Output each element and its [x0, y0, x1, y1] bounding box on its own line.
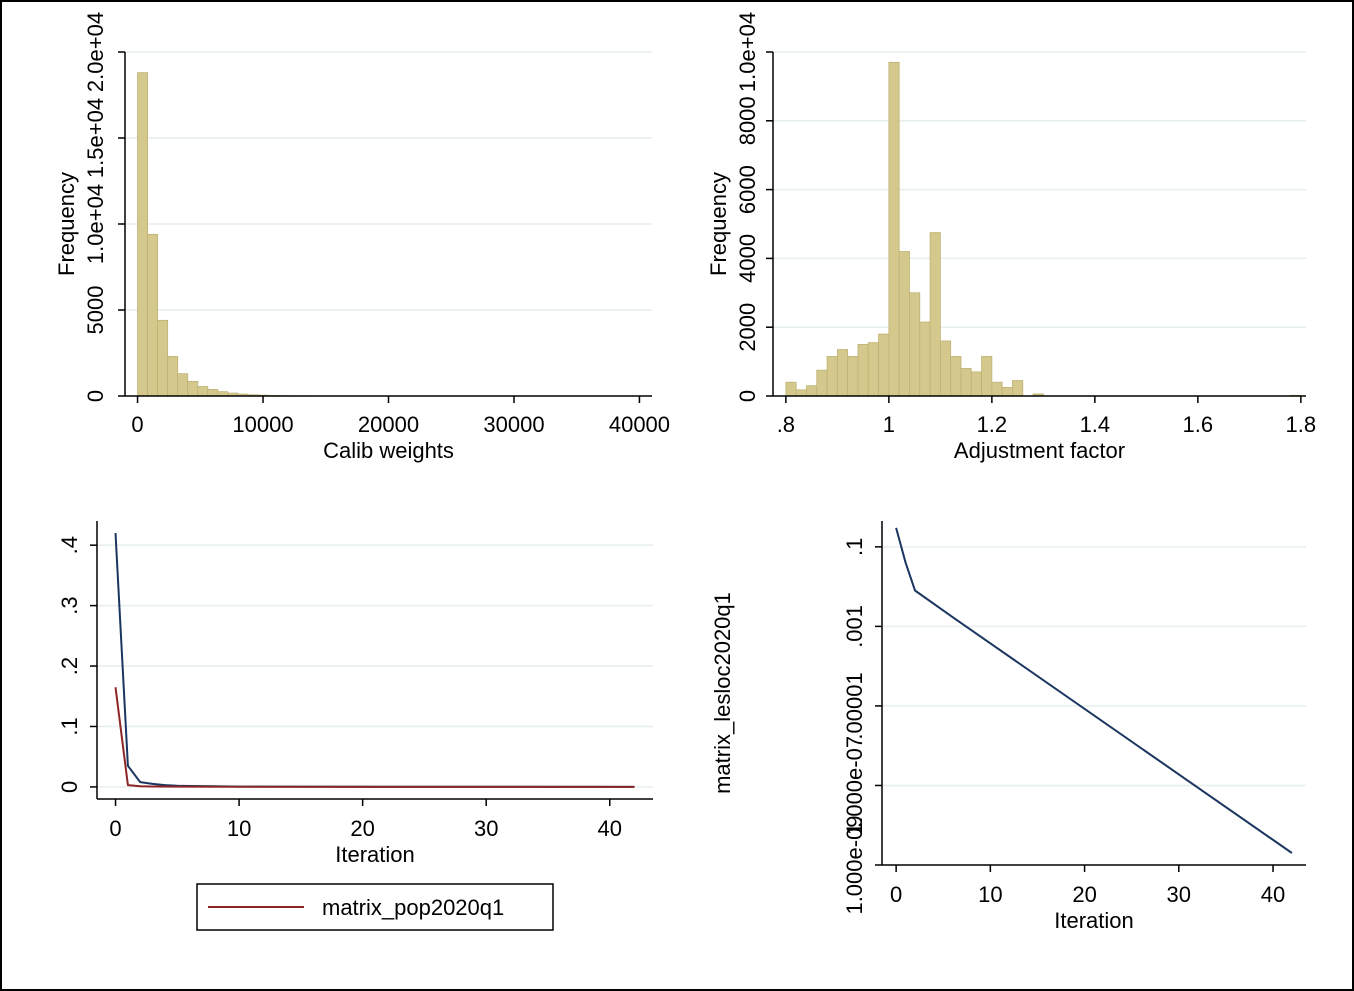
histogram-bar: [898, 251, 910, 397]
x-tick-label: 40000: [609, 412, 670, 437]
x-axis-title: Adjustment factor: [954, 438, 1125, 463]
histogram-bar: [816, 369, 828, 397]
histogram-bar: [137, 72, 148, 397]
histogram-bar: [939, 340, 952, 397]
y-tick-label: 0: [57, 781, 82, 793]
histogram-bar: [960, 368, 972, 397]
y-tick-label: 6000: [735, 165, 760, 214]
x-axis-title: Iteration: [1054, 908, 1134, 933]
histogram-bar: [795, 389, 807, 397]
x-tick-label: 0: [890, 882, 902, 907]
histogram-bar: [187, 380, 199, 397]
line-chart-iteration: 0 10 20 30 40 0 .1 .2 .3 .4 Iteration: [57, 521, 653, 867]
x-tick-label: 20000: [358, 412, 419, 437]
y-tick-label: 8000: [735, 96, 760, 145]
histogram-bar: [197, 386, 209, 397]
x-tick-label: 40: [1261, 882, 1285, 907]
x-tick-label: 40: [598, 816, 622, 841]
y-tick-label: 2000: [735, 303, 760, 352]
y-tick-label: .4: [57, 536, 82, 554]
y-tick-label: .1: [57, 717, 82, 735]
y-tick-label: 1.000e-07: [842, 736, 867, 835]
y-tick-label: 2.0e+04: [83, 12, 108, 92]
y-tick-label: 0: [735, 390, 760, 402]
histogram-bar: [167, 356, 179, 397]
histogram-bar: [867, 342, 879, 397]
y-tick-label: 1.000e-09: [842, 815, 867, 914]
x-tick-label: 30: [474, 816, 498, 841]
x-axis-title: Iteration: [335, 842, 415, 867]
x-tick-label: 30: [1167, 882, 1191, 907]
series-line-1: [895, 527, 1293, 854]
y-axis-title: Frequency: [706, 172, 731, 276]
histogram-bar: [919, 321, 931, 397]
histogram-bar: [836, 349, 849, 397]
x-tick-label: 20: [1072, 882, 1096, 907]
x-tick-label: 0: [109, 816, 121, 841]
histogram-bar: [929, 232, 941, 397]
histogram-bar: [909, 292, 921, 397]
x-tick-label: 20: [350, 816, 374, 841]
y-tick-label: .001: [842, 605, 867, 648]
x-tick-label: 10000: [232, 412, 293, 437]
y-axis-title: matrix_lesloc2020q1: [710, 592, 735, 794]
y-axis-title: Frequency: [54, 172, 79, 276]
y-tick-label: .2: [57, 657, 82, 675]
legend: matrix_pop2020q1: [196, 883, 554, 931]
y-tick-label: 1.5e+04: [83, 98, 108, 178]
x-tick-label: 30000: [483, 412, 544, 437]
histogram-bar: [970, 371, 982, 397]
histogram-bar: [826, 356, 838, 397]
histogram-bar: [888, 61, 900, 397]
y-tick-label: .00001: [842, 672, 867, 739]
histogram-bar: [950, 356, 962, 397]
series-line-2: [114, 687, 635, 788]
histogram-adjustment-factor: .8 1 1.2 1.4 1.6 1.8 0 2000 4000 6000 8000 1.0e+04 A…: [706, 12, 1316, 463]
x-axis-title: Calib weights: [323, 438, 454, 463]
x-tick-label: 1.6: [1183, 412, 1214, 437]
y-tick-label: 1.0e+04: [735, 12, 760, 92]
y-tick-label: 4000: [735, 234, 760, 283]
y-tick-label: 0: [83, 390, 108, 402]
x-tick-label: 1.4: [1080, 412, 1111, 437]
x-tick-label: .8: [777, 412, 795, 437]
y-tick-label: 1.0e+04: [83, 184, 108, 264]
x-tick-label: 10: [978, 882, 1002, 907]
y-tick-label: .3: [57, 596, 82, 614]
x-tick-label: 1: [883, 412, 895, 437]
y-tick-label: .1: [842, 538, 867, 556]
histogram-bar: [878, 333, 890, 397]
y-tick-label: 5000: [83, 286, 108, 335]
histogram-calib-weights: 0 10000 20000 30000 40000 0 5000 1.0e+04 1.5e+04…: [54, 12, 670, 463]
histogram-bar: [157, 319, 169, 397]
histogram-bar: [857, 343, 869, 397]
histogram-bar: [207, 389, 219, 397]
histogram-bar: [806, 385, 818, 397]
histogram-bar: [785, 381, 797, 397]
legend-label: matrix_pop2020q1: [322, 895, 504, 920]
histogram-bar: [991, 381, 1003, 397]
x-tick-label: 1.8: [1286, 412, 1317, 437]
x-tick-label: 10: [227, 816, 251, 841]
x-tick-label: 1.2: [977, 412, 1008, 437]
histogram-bar: [1012, 380, 1024, 397]
histogram-bar: [1001, 386, 1013, 397]
histogram-bar: [847, 356, 859, 397]
histogram-bar: [177, 373, 189, 397]
histogram-bar: [981, 356, 993, 397]
x-tick-label: 0: [131, 412, 143, 437]
histogram-bar: [147, 233, 159, 397]
